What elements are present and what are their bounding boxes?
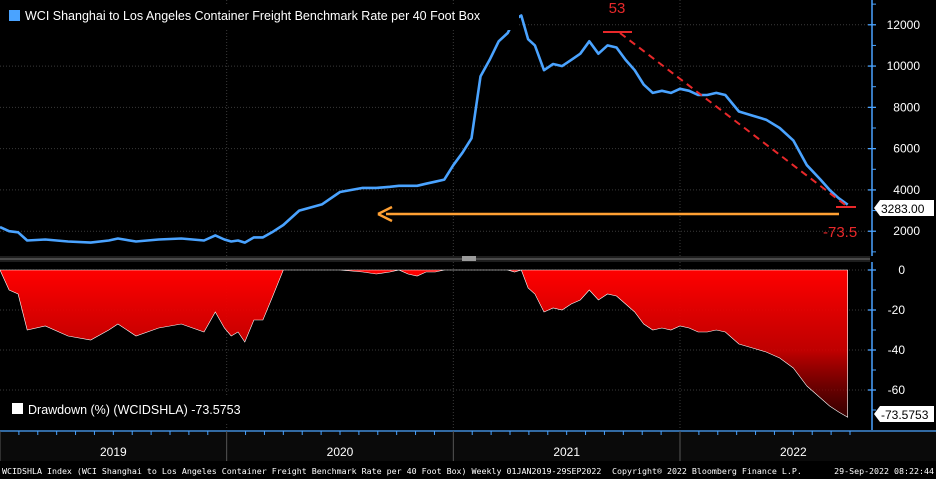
top-tick-label: 6000 [893, 142, 920, 156]
top-tick-label: 8000 [893, 100, 920, 114]
footer-right: 29-Sep-2022 08:22:44 [834, 466, 934, 476]
bottom-legend-text: Drawdown (%) (WCIDSHLA) -73.5753 [28, 403, 241, 417]
top-legend-text: WCI Shanghai to Los Angeles Container Fr… [25, 9, 481, 23]
footer-left: WCIDSHLA Index (WCI Shanghai to Los Ange… [2, 466, 601, 476]
x-axis-year-labels: 2019 2020 2021 2022 [100, 445, 807, 459]
top-tick-label: 10000 [887, 59, 921, 73]
splitter-handle[interactable] [462, 256, 476, 261]
top-tick-label: 4000 [893, 183, 920, 197]
drawdown-last-value-tag: -73.5753 [874, 406, 934, 422]
peak-annotation-label: 53 [609, 0, 626, 17]
top-axis-ticks: 2000 4000 6000 8000 10000 12000 [868, 3, 921, 253]
footer-center: Copyright® 2022 Bloomberg Finance L.P. [612, 466, 802, 476]
top-panel [0, 0, 866, 256]
x-year-label: 2021 [553, 445, 580, 459]
price-series-line [0, 14, 849, 244]
top-legend: WCI Shanghai to Los Angeles Container Fr… [0, 4, 519, 30]
drawdown-last-value-text: -73.5753 [881, 408, 929, 422]
x-axis-band [0, 430, 936, 461]
top-legend-swatch [9, 10, 20, 21]
bottom-tick-label: -20 [888, 303, 906, 317]
drawdown-annotation-label: -73.5 [823, 224, 857, 241]
orange-arrow-head-icon [377, 205, 393, 223]
x-axis-ticks [0, 431, 851, 461]
x-year-label: 2019 [100, 445, 127, 459]
x-year-label: 2020 [327, 445, 354, 459]
bottom-tick-label: -60 [888, 383, 906, 397]
x-year-label: 2022 [780, 445, 807, 459]
top-tick-label: 12000 [887, 18, 921, 32]
price-last-value-text: 3283.00 [881, 202, 925, 216]
top-tick-label: 2000 [893, 224, 920, 238]
bottom-axis-ticks: 0 -20 -40 -60 [868, 263, 906, 411]
drawdown-area [0, 269, 848, 418]
bottom-tick-label: 0 [898, 263, 905, 277]
price-last-value-tag: 3283.00 [874, 200, 934, 216]
bottom-legend: Drawdown (%) (WCIDSHLA) -73.5753 [2, 397, 258, 423]
bottom-tick-label: -40 [888, 343, 906, 357]
bottom-legend-swatch [12, 403, 23, 414]
